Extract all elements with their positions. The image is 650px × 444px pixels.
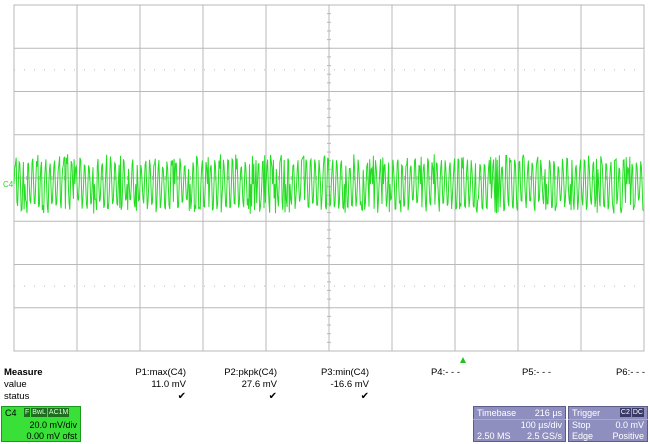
badge-bandwidth-limit: BwL	[31, 408, 47, 417]
timebase-delay: 216 µs	[534, 408, 562, 418]
measure-row-status-label: status	[4, 391, 30, 402]
measure-p4-param[interactable]: P4:- - -	[430, 367, 460, 378]
trigger-coupling-badge: DC	[631, 408, 644, 417]
trigger-slope: Positive	[612, 431, 644, 441]
measure-table: Measure value status P1:max(C4) 11.0 mV …	[0, 366, 650, 406]
measure-p1-param[interactable]: P1:max(C4)	[135, 367, 186, 378]
measure-p1-value: 11.0 mV	[151, 379, 186, 390]
trigger-type: Edge	[572, 431, 594, 441]
channel-name: C4	[5, 408, 17, 418]
timebase-title: Timebase	[477, 408, 517, 418]
trigger-badges: C2 DC	[619, 408, 644, 417]
measure-row-value-label: value	[4, 379, 27, 390]
measure-title: Measure	[4, 367, 43, 378]
measure-p2-value: 27.6 mV	[241, 379, 277, 390]
measure-p3-value: -16.6 mV	[330, 379, 369, 390]
timebase-samples: 2.50 MS	[477, 431, 511, 441]
channel-badges: F BwL AC1M	[24, 408, 70, 417]
c4-channel-marker: C4	[3, 180, 14, 189]
timebase-time-div: 100 µs/div	[520, 420, 562, 430]
trigger-divider	[568, 419, 648, 420]
badge-filter: F	[24, 408, 31, 417]
timebase-divider	[473, 419, 566, 420]
channel-offset: 0.00 mV ofst	[26, 431, 77, 441]
c4-marker-label: C4	[3, 180, 14, 189]
trigger-mode: Stop	[572, 420, 591, 430]
timebase-sample-rate: 2.5 GS/s	[526, 431, 562, 441]
trigger-source-badge: C2	[619, 408, 631, 417]
trigger-title: Trigger	[572, 408, 601, 418]
measure-p3-status-check-icon: ✔	[360, 391, 369, 402]
c4-waveform-trace	[13, 154, 644, 214]
measure-p2-param[interactable]: P2:pkpk(C4)	[224, 367, 277, 378]
trigger-position-marker[interactable]	[460, 357, 466, 363]
measure-p1-status-check-icon: ✔	[177, 391, 186, 402]
channel-volts-div: 20.0 mV/div	[29, 420, 77, 430]
trigger-descriptor[interactable]: Trigger C2 DC Stop 0.0 mV Edge Positive	[568, 406, 648, 442]
measure-p2-status-check-icon: ✔	[268, 391, 277, 402]
badge-coupling: AC1M	[47, 408, 70, 417]
trigger-level: 0.0 mV	[615, 420, 644, 430]
measure-p5-param[interactable]: P5:- - -	[521, 367, 551, 378]
timebase-descriptor[interactable]: Timebase 216 µs 100 µs/div 2.50 MS 2.5 G…	[473, 406, 566, 442]
measure-p6-param[interactable]: P6:- - -	[615, 367, 645, 378]
waveform-display: C4	[3, 4, 645, 352]
channel-c4-descriptor[interactable]: C4 F BwL AC1M 20.0 mV/div 0.00 mV ofst	[1, 406, 81, 442]
measure-p3-param[interactable]: P3:min(C4)	[320, 367, 369, 378]
